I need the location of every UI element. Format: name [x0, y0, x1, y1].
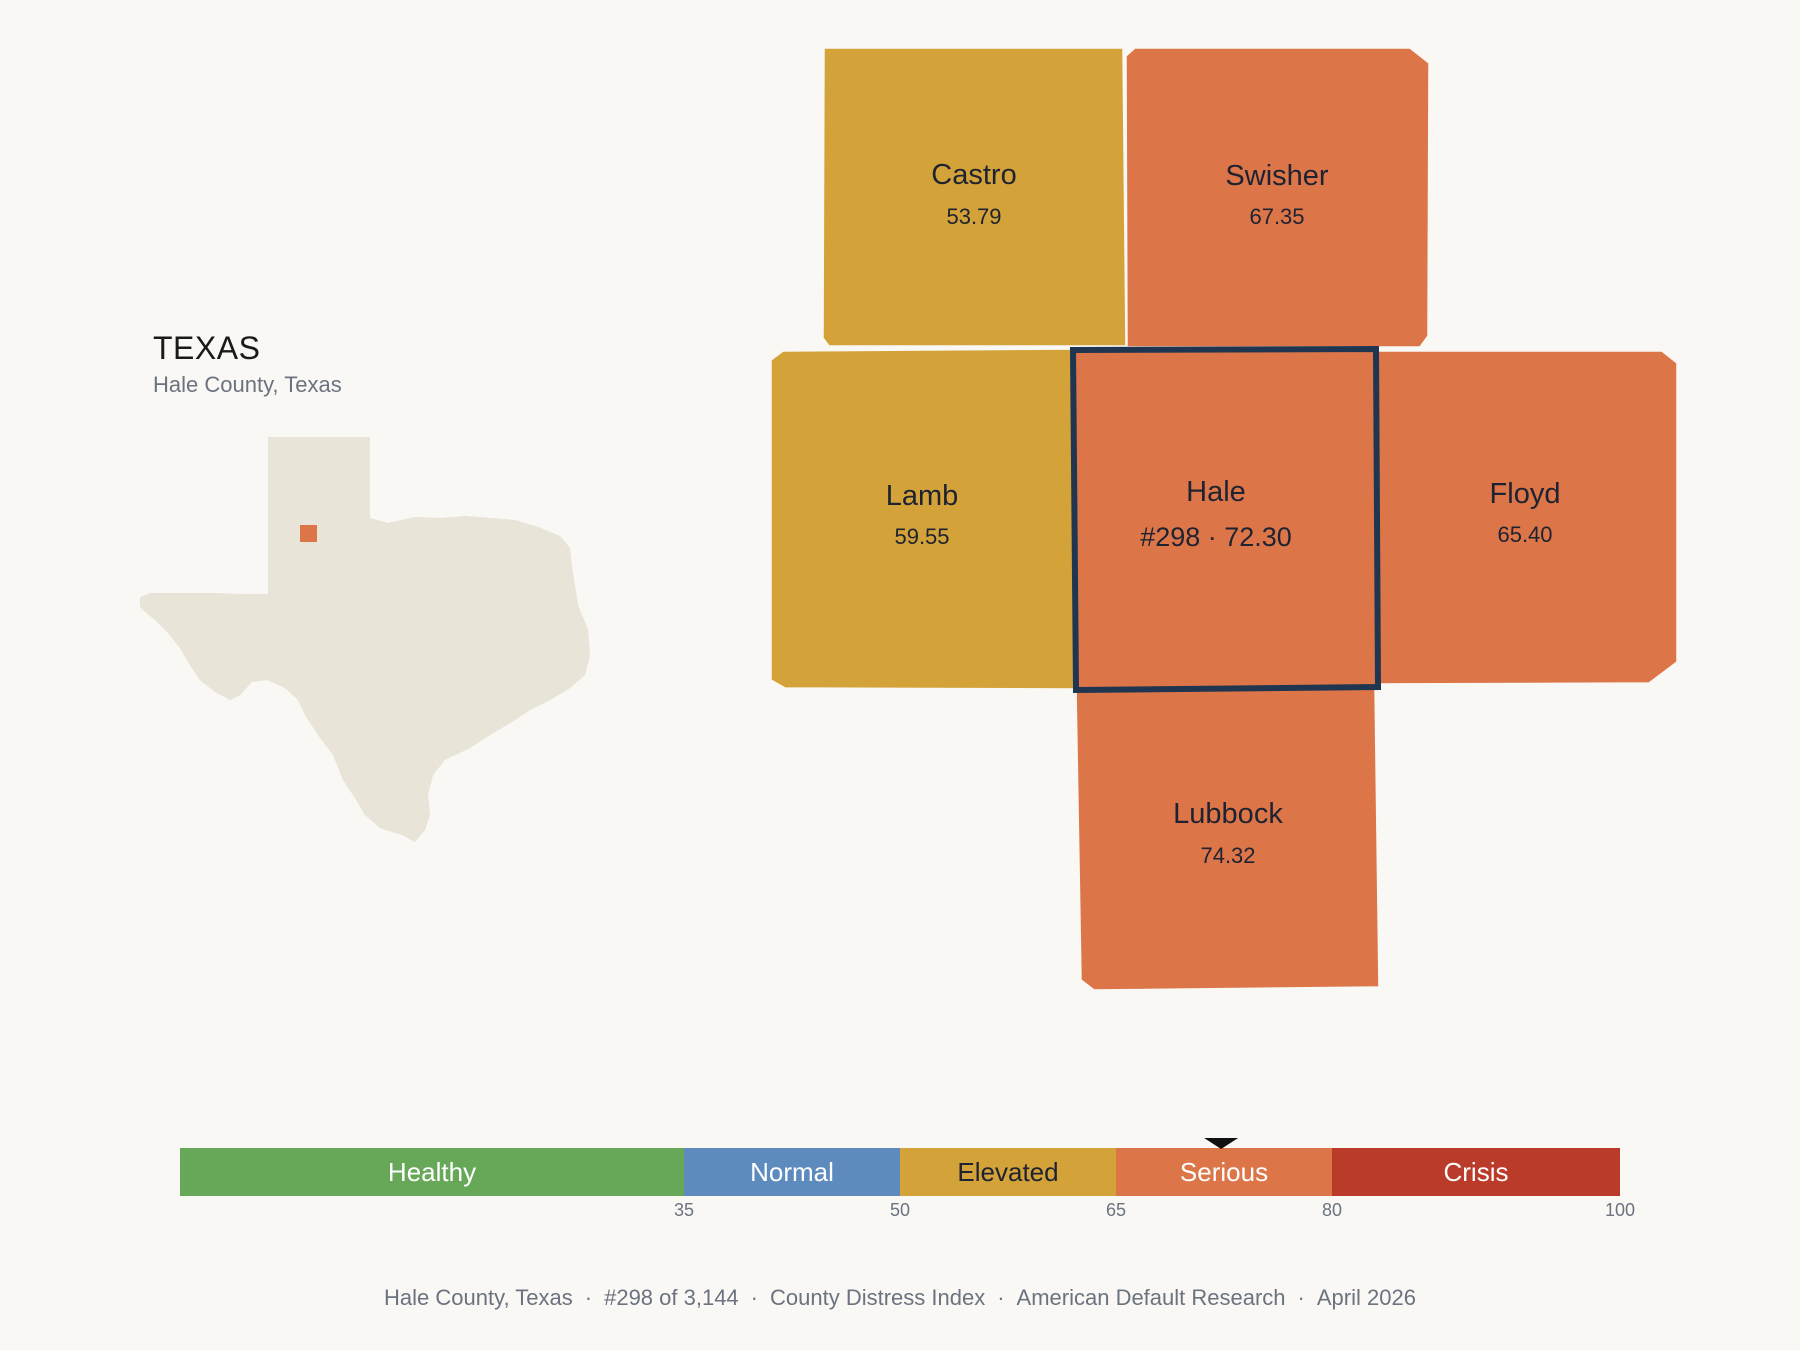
scale-band-label-serious: Serious — [1180, 1157, 1268, 1187]
footer-index: County Distress Index — [770, 1285, 986, 1310]
county-swisher[interactable]: Swisher 67.35 — [1125, 47, 1430, 348]
county-value-hale: #298 · 72.30 — [1140, 522, 1292, 552]
texas-inset-map — [140, 437, 590, 842]
county-name-floyd: Floyd — [1490, 478, 1561, 510]
scale-band-label-elevated: Elevated — [957, 1157, 1058, 1187]
county-value-swisher: 67.35 — [1249, 204, 1304, 229]
county-value-lubbock: 74.32 — [1200, 843, 1255, 868]
county-name-castro: Castro — [931, 159, 1016, 191]
county-value-lamb: 59.55 — [894, 524, 949, 549]
scale-band-serious — [1116, 1148, 1332, 1196]
footer-source: American Default Research — [1016, 1285, 1286, 1310]
scale-band-label-healthy: Healthy — [388, 1157, 476, 1187]
county-name-lamb: Lamb — [886, 480, 959, 512]
scale-band-elevated — [900, 1148, 1116, 1196]
scale-tick-35: 35 — [674, 1200, 694, 1220]
county-castro[interactable]: Castro 53.79 — [822, 47, 1127, 347]
scale-marker — [1204, 1138, 1239, 1149]
county-name-lubbock: Lubbock — [1173, 798, 1283, 830]
scale-band-healthy — [180, 1148, 684, 1196]
state-subtitle: Hale County, Texas — [153, 372, 342, 397]
footer: Hale County, Texas · #298 of 3,144 · County … — [384, 1285, 1416, 1310]
footer-county: Hale County, Texas — [384, 1285, 573, 1310]
county-name-swisher: Swisher — [1225, 160, 1328, 192]
scale-tick-65: 65 — [1106, 1200, 1126, 1220]
scale-band-normal — [684, 1148, 900, 1196]
state-title: TEXAS — [153, 330, 261, 366]
footer-rank: #298 of 3,144 — [604, 1285, 739, 1310]
scale-tick-100: 100 — [1605, 1200, 1635, 1220]
scale-band-label-normal: Normal — [750, 1157, 834, 1187]
county-lamb[interactable]: Lamb 59.55 — [770, 348, 1077, 690]
county-lubbock[interactable]: Lubbock 74.32 — [1075, 686, 1380, 991]
county-floyd[interactable]: Floyd 65.40 — [1374, 350, 1678, 685]
scale-band-label-crisis: Crisis — [1444, 1157, 1509, 1187]
scale-tick-80: 80 — [1322, 1200, 1342, 1220]
scale-tick-50: 50 — [890, 1200, 910, 1220]
scale-band-crisis — [1332, 1148, 1620, 1196]
county-name-hale: Hale — [1186, 476, 1246, 508]
footer-date: April 2026 — [1316, 1285, 1416, 1310]
hale-locator-marker — [300, 525, 317, 542]
county-value-floyd: 65.40 — [1497, 522, 1552, 547]
county-hale[interactable]: Hale #298 · 72.30 — [1069, 345, 1382, 694]
county-value-castro: 53.79 — [946, 204, 1001, 229]
